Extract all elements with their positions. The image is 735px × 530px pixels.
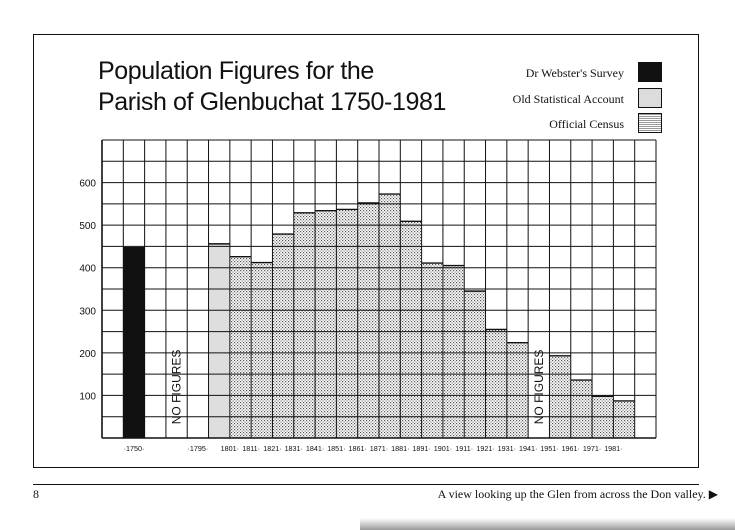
no-figures-label: NO FIGURES (170, 350, 184, 425)
bar-1911 (464, 291, 486, 438)
x-tick-label: 1831· (285, 444, 303, 453)
x-tick-label: 1811· (242, 444, 260, 453)
y-tick-label: 300 (79, 306, 96, 317)
y-tick-label: 400 (79, 264, 96, 275)
x-tick-label: 1821· (263, 444, 281, 453)
label-layer: 100 200 300 400 500 600 ·1750· ·1795· 1801· 1811·… (79, 179, 622, 453)
y-tick-label: 200 (79, 349, 96, 360)
bar-1750 (123, 247, 145, 438)
x-tick-label: 1901· (434, 444, 452, 453)
chart-title-line-1: Population Figures for the (98, 57, 374, 85)
x-tick-label: ·1750· (124, 444, 145, 453)
x-tick-label: 1861· (348, 444, 366, 453)
no-figures-label: NO FIGURES (532, 350, 546, 425)
legend-item-webster: Dr Webster's Survey (500, 62, 700, 84)
chart-title-line-2: Parish of Glenbuchat 1750-1981 (98, 88, 446, 116)
legend-item-official-census: Official Census (500, 113, 700, 135)
bar-1951 (549, 355, 571, 438)
page-edge-shadow (360, 518, 735, 530)
x-tick-label: 1841· (306, 444, 324, 453)
legend-label-webster: Dr Webster's Survey (525, 66, 624, 80)
x-tick-label: 1921· (476, 444, 494, 453)
x-tick-label: 1941· (519, 444, 537, 453)
x-tick-label: 1801· (221, 444, 239, 453)
y-tick-label: 500 (79, 221, 96, 232)
grid-layer (101, 139, 657, 439)
legend-label-official-census: Official Census (549, 117, 624, 131)
bar-1891 (421, 263, 443, 438)
bar-1801 (229, 256, 252, 438)
x-tick-label: 1881· (391, 444, 409, 453)
legend-label-old-statistical: Old Statistical Account (512, 92, 624, 106)
bar-1851 (336, 209, 358, 438)
x-tick-label: 1891· (412, 444, 430, 453)
legend-swatch-solid (638, 62, 662, 82)
legend-item-old-statistical: Old Statistical Account (500, 88, 700, 110)
x-tick-label: 1911· (455, 444, 473, 453)
legend-swatch-stipple (638, 113, 662, 133)
y-tick-label: 600 (79, 179, 96, 190)
x-tick-label: 1871· (370, 444, 388, 453)
bar-1881 (400, 221, 422, 438)
bar-1831 (293, 212, 316, 438)
chart-frame (33, 34, 699, 468)
x-tick-label: 1951· (540, 444, 558, 453)
bar-1921 (485, 329, 507, 438)
x-tick-label: 1931· (498, 444, 516, 453)
bar-1795 (208, 243, 230, 438)
x-tick-label: 1971· (583, 444, 601, 453)
bar-1811 (251, 262, 273, 438)
chart-title: Population Figures for the Parish of Gle… (98, 56, 446, 118)
bar-1871 (379, 194, 401, 438)
x-tick-label: 1981· (604, 444, 622, 453)
legend-swatch-light (638, 88, 662, 108)
x-tick-label: ·1795· (187, 444, 208, 453)
bar-1931 (506, 342, 529, 438)
bar-1861 (357, 203, 379, 438)
bar-1821 (272, 234, 294, 438)
bar-1901 (442, 265, 465, 438)
page-number: 8 (33, 487, 39, 501)
bar-1981 (613, 400, 635, 438)
y-tick-label: 100 (79, 391, 96, 402)
bar-1961 (570, 380, 593, 438)
x-tick-label: 1851· (327, 444, 345, 453)
x-tick-label: 1961· (562, 444, 580, 453)
page-caption: A view looking up the Glen from across t… (437, 487, 718, 501)
footer-rule (33, 484, 699, 485)
bar-1841 (315, 210, 337, 438)
